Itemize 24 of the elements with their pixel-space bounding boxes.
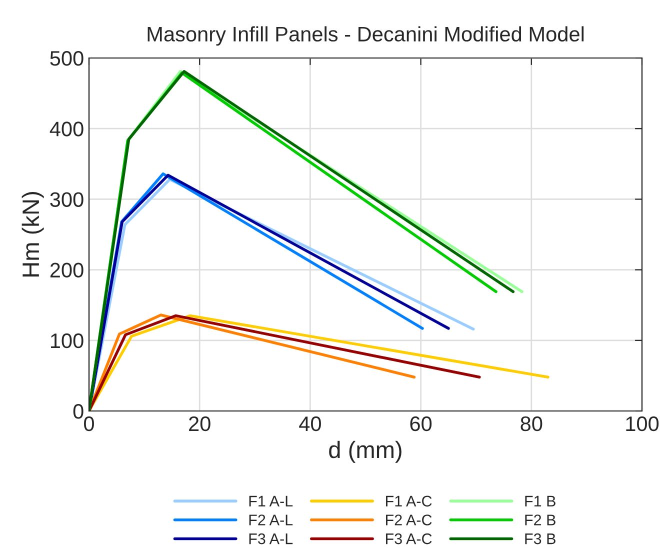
x-tick-label: 80 xyxy=(520,416,542,432)
x-tick-label: 0 xyxy=(84,416,94,432)
legend-label: F3 A-C xyxy=(386,533,432,544)
x-tick-label: 20 xyxy=(189,416,210,432)
x-tick-label: 40 xyxy=(299,416,321,432)
y-axis-title: Hm (kN) xyxy=(22,192,44,276)
y-tick-label: 300 xyxy=(50,192,84,207)
legend-label: F1 A-L xyxy=(249,496,293,506)
y-tick-label: 500 xyxy=(50,51,84,66)
y-tick-label: 400 xyxy=(50,122,84,136)
x-tick-label: 60 xyxy=(410,416,432,432)
chart-title: Masonry Infill Panels - Decanini Modified Model xyxy=(148,26,584,46)
y-tick-label: 100 xyxy=(50,333,84,348)
y-tick-label: 0 xyxy=(73,404,84,419)
y-tick-label: 200 xyxy=(50,262,84,278)
legend-label: F2 B xyxy=(525,514,556,526)
x-tick-label: 100 xyxy=(626,416,659,432)
legend-label: F2 A-L xyxy=(249,514,293,526)
x-axis-title: d (mm) xyxy=(329,440,402,463)
legend-label: F1 B xyxy=(525,496,556,506)
legend-label: F3 B xyxy=(525,533,556,544)
legend-label: F3 A-L xyxy=(249,533,293,544)
legend-label: F1 A-C xyxy=(386,496,432,507)
legend-label: F2 A-C xyxy=(386,514,432,526)
